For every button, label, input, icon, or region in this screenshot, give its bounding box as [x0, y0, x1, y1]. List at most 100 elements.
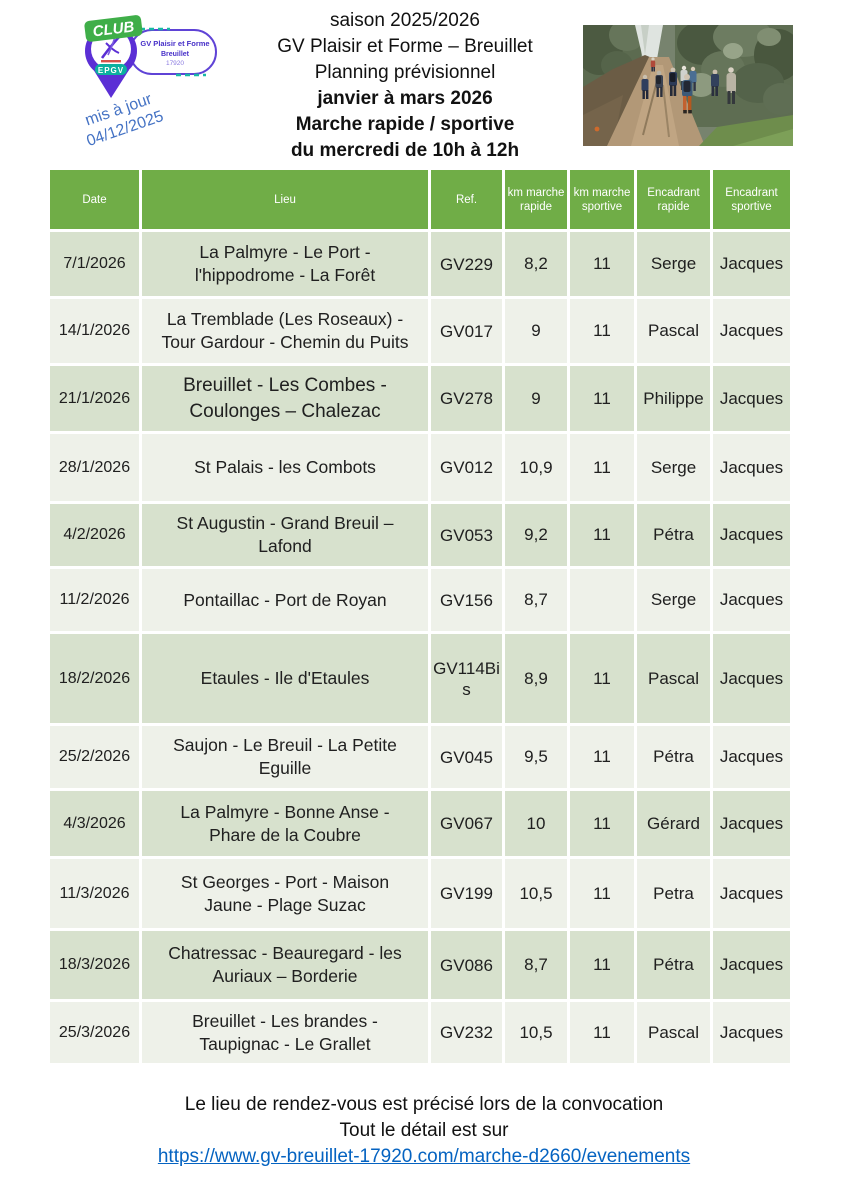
km-rapide-cell: 10,5	[505, 859, 567, 928]
encadrant-rapide-cell: Serge	[637, 434, 710, 501]
km-rapide-cell: 9,2	[505, 504, 567, 566]
encadrant-rapide-cell: Pétra	[637, 931, 710, 999]
footer-meeting-note: Le lieu de rendez-vous est précisé lors …	[184, 1094, 664, 1115]
epgv-badge	[95, 64, 127, 75]
date-cell: 4/2/2026	[50, 504, 139, 566]
encadrant-rapide-cell: Philippe	[637, 366, 710, 431]
distant-hiker	[650, 57, 656, 72]
date-cell: 18/3/2026	[50, 931, 139, 999]
table-row: 7/1/2026 La Palmyre - Le Port - l'hippod…	[50, 232, 790, 296]
ref-cell: GV067	[431, 791, 502, 856]
km-sportive-cell: 11	[570, 859, 634, 928]
col-header-lieu: Lieu	[142, 170, 428, 229]
federation-red-line	[101, 60, 121, 63]
table-row: 21/1/2026 Breuillet - Les Combes - Coulo…	[50, 366, 790, 431]
document-title-block: saison 2025/2026 GV Plaisir et Forme – B…	[170, 8, 640, 164]
table-row: 4/3/2026 La Palmyre - Bonne Anse - Phare…	[50, 791, 790, 856]
col-header-date: Date	[50, 170, 139, 229]
date-cell: 28/1/2026	[50, 434, 139, 501]
logo-pin-tip	[93, 69, 129, 98]
hiking-photo	[583, 25, 793, 146]
title-period: janvier à mars 2026	[317, 88, 493, 109]
col-header-km-rapide: km marche rapide	[505, 170, 567, 229]
ref-cell: GV017	[431, 299, 502, 363]
ref-cell: GV114Bis	[431, 634, 502, 723]
ref-cell: GV045	[431, 726, 502, 788]
club-banner: CLUB	[84, 15, 143, 42]
km-sportive-cell: 11	[570, 232, 634, 296]
club-epgv-logo: GV Plaisir et Forme Breuillet 17920 EPGV…	[84, 15, 217, 98]
lieu-cell: St Palais - les Combots	[142, 434, 428, 501]
logo-org-zip: 17920	[166, 60, 184, 67]
date-cell: 11/3/2026	[50, 859, 139, 928]
km-sportive-cell: 11	[570, 299, 634, 363]
lieu-cell: La Palmyre - Bonne Anse - Phare de la Co…	[142, 791, 428, 856]
encadrant-sportive-cell: Jacques	[713, 726, 790, 788]
encadrant-rapide-cell: Petra	[637, 859, 710, 928]
logo-org-name: GV Plaisir et Forme	[140, 39, 209, 48]
encadrant-sportive-cell: Jacques	[713, 504, 790, 566]
encadrant-rapide-cell: Serge	[637, 232, 710, 296]
date-cell: 4/3/2026	[50, 791, 139, 856]
col-header-km-sportive: km marche sportive	[570, 170, 634, 229]
km-rapide-cell: 10	[505, 791, 567, 856]
encadrant-rapide-cell: Pascal	[637, 634, 710, 723]
footer: Le lieu de rendez-vous est précisé lors …	[0, 1092, 848, 1170]
encadrant-sportive-cell: Jacques	[713, 1002, 790, 1063]
km-rapide-cell: 9,5	[505, 726, 567, 788]
lieu-cell: Chatressac - Beauregard - les Auriaux – …	[142, 931, 428, 999]
table-row: 4/2/2026 St Augustin - Grand Breuil – La…	[50, 504, 790, 566]
encadrant-rapide-cell: Gérard	[637, 791, 710, 856]
date-cell: 11/2/2026	[50, 569, 139, 631]
km-rapide-cell: 10,9	[505, 434, 567, 501]
title-schedule: du mercredi de 10h à 12h	[290, 140, 520, 161]
table-row: 14/1/2026 La Tremblade (Les Roseaux) - T…	[50, 299, 790, 363]
km-rapide-cell: 8,7	[505, 931, 567, 999]
km-sportive-cell	[570, 569, 634, 631]
table-row: 25/2/2026 Saujon - Le Breuil - La Petite…	[50, 726, 790, 788]
km-rapide-cell: 8,9	[505, 634, 567, 723]
club-banner-label: CLUB	[92, 18, 136, 40]
col-header-encadrant-rapide: Encadrant rapide	[637, 170, 710, 229]
km-rapide-cell: 8,7	[505, 569, 567, 631]
table-row: 18/2/2026 Etaules - Ile d'Etaules GV114B…	[50, 634, 790, 723]
km-rapide-cell: 9	[505, 299, 567, 363]
encadrant-rapide-cell: Pétra	[637, 504, 710, 566]
km-rapide-cell: 10,5	[505, 1002, 567, 1063]
lieu-cell: Saujon - Le Breuil - La Petite Eguille	[142, 726, 428, 788]
encadrant-sportive-cell: Jacques	[713, 434, 790, 501]
hikers-group	[641, 65, 736, 114]
km-sportive-cell: 11	[570, 791, 634, 856]
km-rapide-cell: 9	[505, 366, 567, 431]
ref-cell: GV053	[431, 504, 502, 566]
lieu-cell: La Tremblade (Les Roseaux) - Tour Gardou…	[142, 299, 428, 363]
table-header-row: Date Lieu Ref. km marche rapide km march…	[50, 170, 790, 229]
date-cell: 7/1/2026	[50, 232, 139, 296]
footer-details-note: Tout le détail est sur	[339, 1120, 509, 1141]
encadrant-sportive-cell: Jacques	[713, 634, 790, 723]
lieu-cell: Etaules - Ile d'Etaules	[142, 634, 428, 723]
km-sportive-cell: 11	[570, 434, 634, 501]
encadrant-sportive-cell: Jacques	[713, 299, 790, 363]
table-row: 11/3/2026 St Georges - Port - Maison Jau…	[50, 859, 790, 928]
epgv-badge-label: EPGV	[98, 66, 124, 75]
ref-cell: GV278	[431, 366, 502, 431]
encadrant-sportive-cell: Jacques	[713, 232, 790, 296]
km-sportive-cell: 11	[570, 634, 634, 723]
lieu-cell: Breuillet - Les Combes - Coulonges – Cha…	[142, 366, 428, 431]
km-sportive-cell: 11	[570, 504, 634, 566]
events-link[interactable]: https://www.gv-breuillet-17920.com/march…	[157, 1146, 691, 1167]
lieu-cell: St Augustin - Grand Breuil – Lafond	[142, 504, 428, 566]
col-header-ref: Ref.	[431, 170, 502, 229]
lieu-cell: La Palmyre - Le Port - l'hippodrome - La…	[142, 232, 428, 296]
lieu-cell: Pontaillac - Port de Royan	[142, 569, 428, 631]
ref-cell: GV232	[431, 1002, 502, 1063]
date-cell: 18/2/2026	[50, 634, 139, 723]
title-planning: Planning prévisionnel	[314, 62, 496, 83]
ref-cell: GV086	[431, 931, 502, 999]
encadrant-sportive-cell: Jacques	[713, 366, 790, 431]
km-sportive-cell: 11	[570, 726, 634, 788]
encadrant-sportive-cell: Jacques	[713, 791, 790, 856]
title-season: saison 2025/2026	[329, 10, 480, 31]
